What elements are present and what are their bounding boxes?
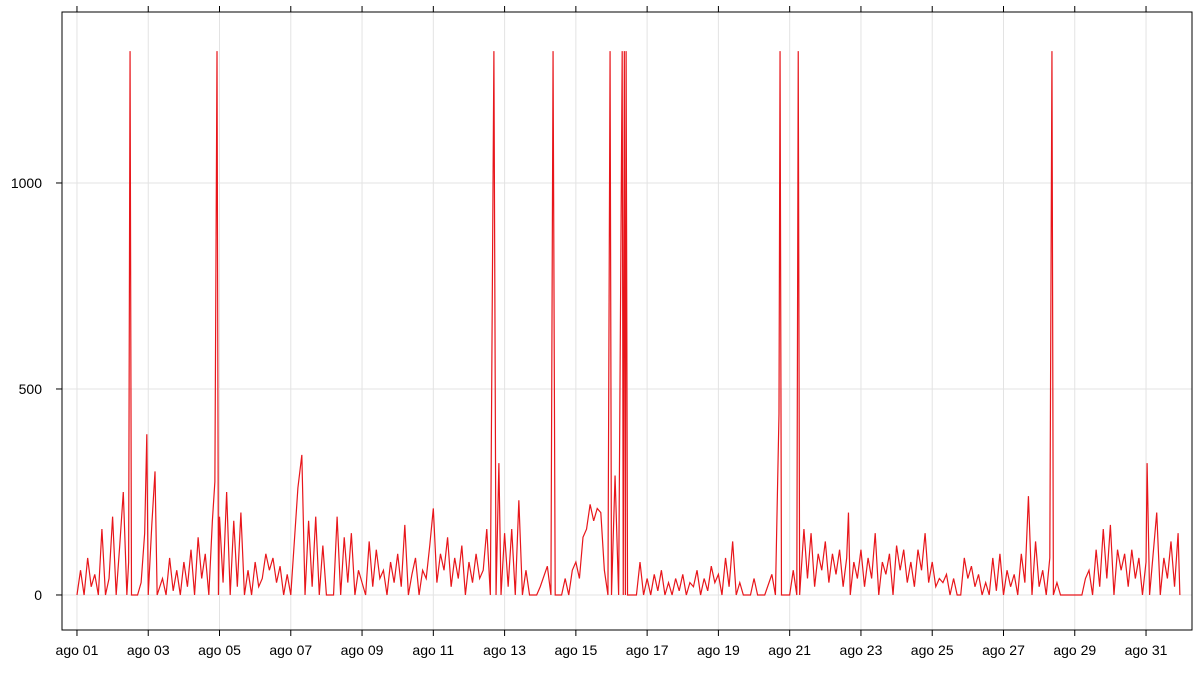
x-tick-label: ago 15 [554, 642, 597, 658]
x-tick-label: ago 31 [1125, 642, 1168, 658]
axes: ago 01 ago 03 ago 05 ago 07 ago 09 ago 11 ago … [11, 6, 1168, 658]
plot-area [76, 51, 1181, 596]
x-tick-label: ago 13 [483, 642, 526, 658]
x-tick-label: ago 27 [982, 642, 1025, 658]
x-tick-label: ago 29 [1053, 642, 1096, 658]
x-tick-label: ago 19 [697, 642, 740, 658]
y-tick-label: 500 [19, 381, 43, 397]
series-line [76, 51, 1181, 596]
y-tick-label: 1000 [11, 175, 42, 191]
plot-frame [61, 11, 1193, 631]
x-tick-label: ago 07 [269, 642, 312, 658]
x-tick-label: ago 05 [198, 642, 241, 658]
x-tick-label: ago 23 [840, 642, 883, 658]
x-tick-label: ago 25 [911, 642, 954, 658]
x-tick-label: ago 03 [127, 642, 170, 658]
x-tick-label: ago 09 [341, 642, 384, 658]
x-tick-label: ago 21 [768, 642, 811, 658]
x-tick-label: ago 01 [56, 642, 99, 658]
y-tick-label: 0 [34, 587, 42, 603]
x-tick-label: ago 17 [626, 642, 669, 658]
x-tick-label: ago 11 [412, 642, 454, 658]
